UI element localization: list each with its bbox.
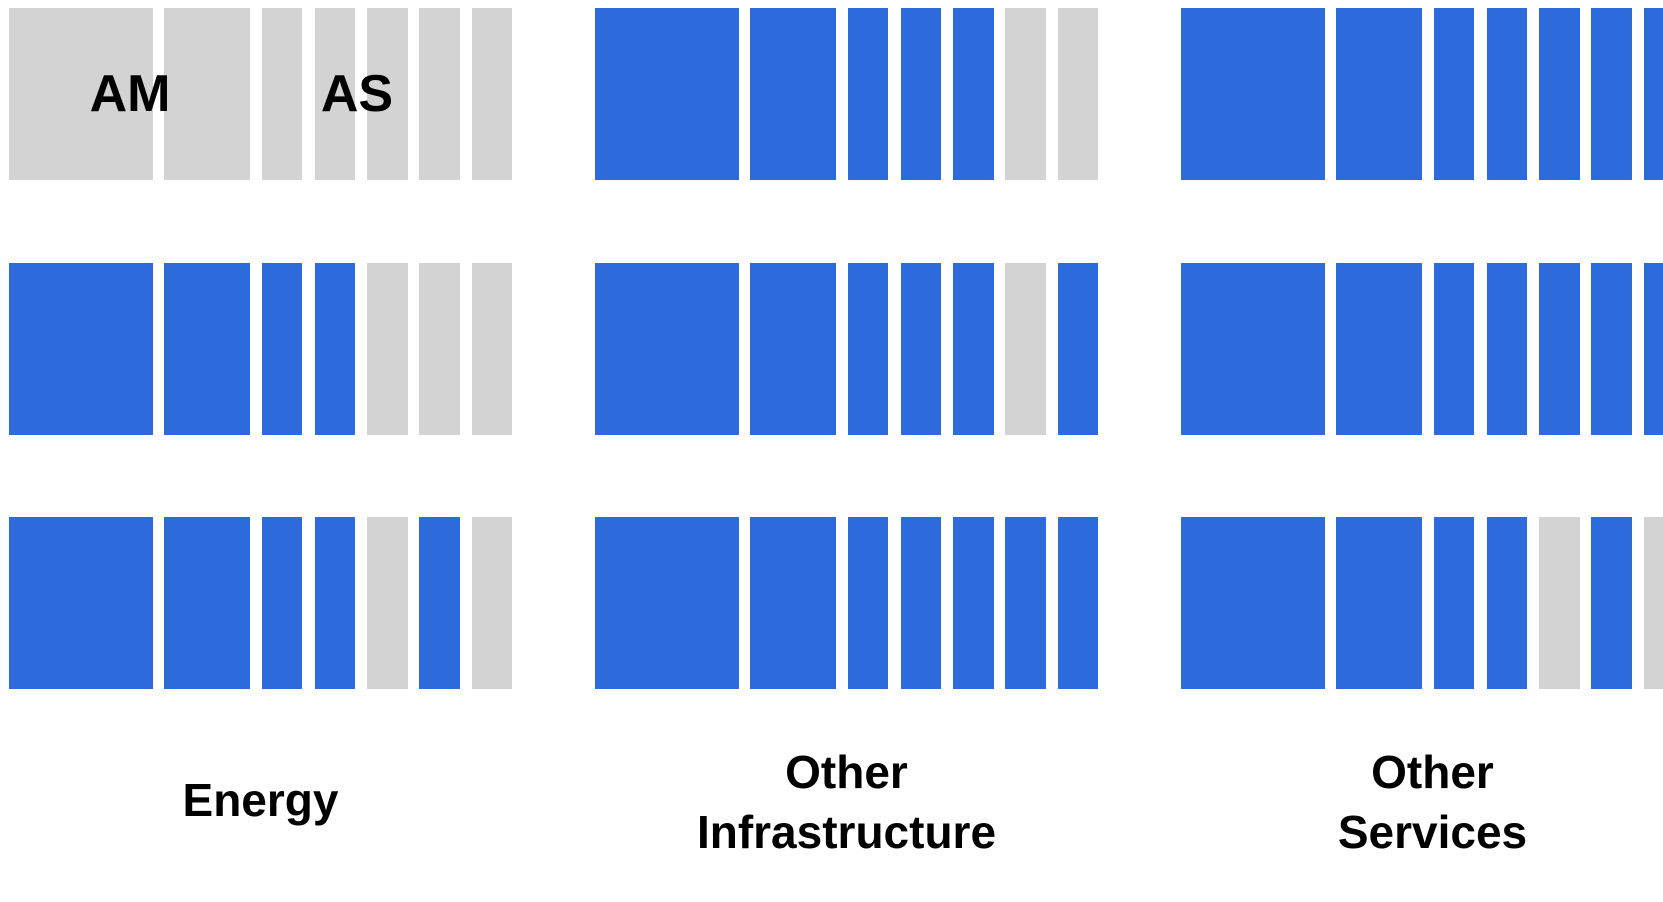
cell-g1-r2-c1 [9, 263, 153, 435]
group-label-2: Other Infrastructure [697, 742, 996, 862]
cell-g1-r3-c4 [315, 517, 355, 689]
cell-g3-r2-c6 [1591, 263, 1632, 435]
group-label-3-line-1: Other [1371, 746, 1494, 798]
group-label-3: Other Services [1338, 742, 1527, 862]
cell-g2-r2-c6 [1005, 263, 1046, 435]
group-label-1: Energy [183, 770, 339, 830]
group-label-2-line-1: Other [785, 746, 908, 798]
cell-g1-r3-c7 [472, 517, 512, 689]
cell-g2-r1-c7 [1058, 8, 1098, 180]
cell-g3-r3-c6 [1591, 517, 1632, 689]
cell-g3-r1-c5 [1539, 8, 1580, 180]
cell-g2-r2-c4 [901, 263, 941, 435]
cell-g2-r1-c3 [848, 8, 888, 180]
cell-g1-r1-c5 [367, 8, 408, 180]
cell-g1-r2-c7 [472, 263, 512, 435]
cell-g1-r1-c2 [164, 8, 250, 180]
cell-g2-r3-c3 [848, 517, 888, 689]
cell-g1-r1-c3 [262, 8, 302, 180]
cell-g1-r3-c5 [367, 517, 408, 689]
group-label-3-line-2: Services [1337, 806, 1528, 858]
cell-g1-r2-c2 [164, 263, 250, 435]
cell-g3-r2-c1 [1181, 263, 1325, 435]
cell-g1-r2-c3 [262, 263, 302, 435]
cell-g3-r2-c3 [1434, 263, 1474, 435]
cell-g1-r2-c4 [315, 263, 355, 435]
cell-g2-r3-c5 [953, 517, 994, 689]
cell-g3-r1-c1 [1181, 8, 1325, 180]
cell-g3-r1-c4 [1487, 8, 1527, 180]
cell-g2-r3-c1 [595, 517, 739, 689]
cell-g3-r1-c3 [1434, 8, 1474, 180]
cell-g1-r1-c7 [472, 8, 512, 180]
cell-g1-r1-c1 [9, 8, 153, 180]
cell-g3-r3-c5 [1539, 517, 1580, 689]
cell-g1-r3-c1 [9, 517, 153, 689]
column-label-as: AS [320, 65, 394, 123]
cell-g1-r3-c2 [164, 517, 250, 689]
cell-g1-r3-c3 [262, 517, 302, 689]
cell-g2-r3-c6 [1005, 517, 1046, 689]
cell-g3-r3-c4 [1487, 517, 1527, 689]
cell-g2-r1-c1 [595, 8, 739, 180]
cell-g2-r3-c7 [1058, 517, 1098, 689]
cell-g3-r1-c2 [1336, 8, 1422, 180]
cell-g2-r1-c2 [750, 8, 836, 180]
cell-g3-r3-c3 [1434, 517, 1474, 689]
cell-g3-r2-c5 [1539, 263, 1580, 435]
cell-g3-r3-c2 [1336, 517, 1422, 689]
cell-g2-r2-c2 [750, 263, 836, 435]
cell-g3-r2-c4 [1487, 263, 1527, 435]
cell-g3-r1-c6 [1591, 8, 1632, 180]
cell-g2-r1-c5 [953, 8, 994, 180]
cell-g3-r2-c2 [1336, 263, 1422, 435]
cell-g1-r2-c5 [367, 263, 408, 435]
cell-g2-r2-c5 [953, 263, 994, 435]
group-label-2-line-2: Infrastructure [696, 806, 997, 858]
cell-g2-r1-c4 [901, 8, 941, 180]
cell-g2-r3-c4 [901, 517, 941, 689]
cell-g1-r2-c6 [419, 263, 460, 435]
cell-g1-r1-c4 [315, 8, 355, 180]
cell-g2-r2-c3 [848, 263, 888, 435]
cell-g2-r1-c6 [1005, 8, 1046, 180]
group-label-1-line-1: Energy [182, 774, 339, 826]
cell-g3-r1-c7 [1644, 8, 1663, 180]
cell-g2-r2-c7 [1058, 263, 1098, 435]
cell-g1-r1-c6 [419, 8, 460, 180]
cell-g2-r2-c1 [595, 263, 739, 435]
cell-g1-r3-c6 [419, 517, 460, 689]
cell-g3-r2-c7 [1644, 263, 1663, 435]
column-label-am: AM [89, 65, 171, 123]
cell-g3-r3-c7 [1644, 517, 1663, 689]
cell-g2-r3-c2 [750, 517, 836, 689]
cell-g3-r3-c1 [1181, 517, 1325, 689]
